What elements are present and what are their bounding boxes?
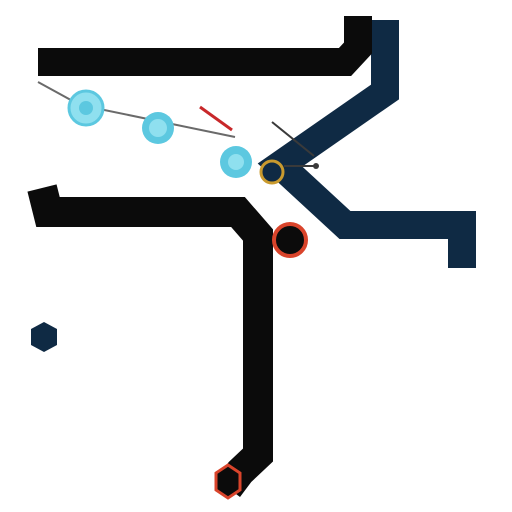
station-3[interactable] xyxy=(220,146,252,178)
station-1[interactable] xyxy=(67,89,105,127)
red-station[interactable] xyxy=(272,222,308,258)
top-black-track xyxy=(38,16,372,76)
navy-track xyxy=(257,20,476,268)
main-black-track xyxy=(27,184,273,497)
terminal-station[interactable] xyxy=(214,463,242,500)
hexagon-icon xyxy=(31,322,57,352)
station-2[interactable] xyxy=(142,112,174,144)
interchange-station[interactable] xyxy=(259,159,285,185)
legend xyxy=(31,322,57,352)
